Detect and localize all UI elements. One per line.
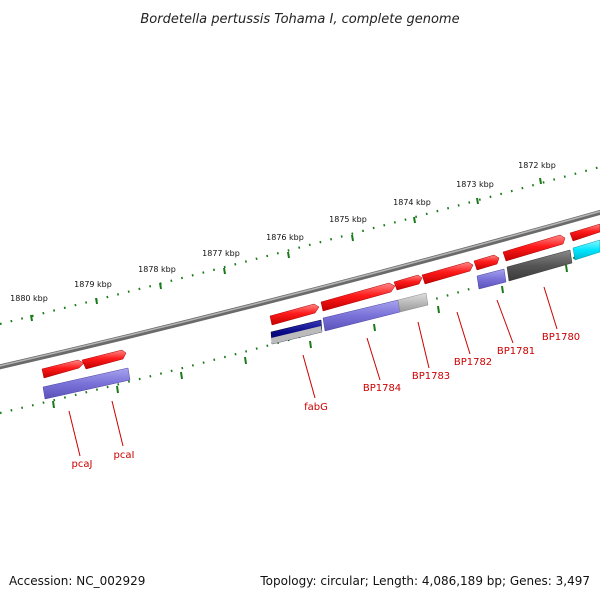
scale-label-1878: 1878 kbp [138, 265, 176, 274]
feature-BP1783-band[interactable] [397, 292, 429, 313]
outer-scale-labels: 1880 kbp 1879 kbp 1878 kbp 1877 kbp 1876… [10, 161, 556, 303]
feature-next-band[interactable] [572, 239, 600, 261]
feature-BP1780-band[interactable] [506, 249, 573, 282]
scale-label-1873: 1873 kbp [456, 180, 494, 189]
cds-BP1780-forward[interactable] [502, 234, 566, 262]
scale-label-1874: 1874 kbp [393, 198, 431, 207]
scale-label-1880: 1880 kbp [10, 294, 48, 303]
feature-pcaJ-pcaI-band[interactable] [42, 367, 131, 400]
scale-label-1879: 1879 kbp [74, 280, 112, 289]
inner-scale-major-ticks [52, 264, 568, 409]
gene-label-fabG[interactable]: fabG [304, 402, 328, 413]
cds-fabG-forward[interactable] [269, 303, 320, 326]
scale-label-1872: 1872 kbp [518, 161, 556, 170]
map-title: Bordetella pertussis Tohama I, complete … [140, 12, 459, 27]
outer-scale-major-ticks [30, 177, 542, 322]
feature-BP1781-band[interactable] [476, 268, 507, 290]
gene-label-leaders [68, 286, 558, 457]
forward-strand-features [41, 223, 600, 379]
gene-label-BP1782[interactable]: BP1782 [454, 357, 492, 368]
gene-label-pcaI[interactable]: pcaI [114, 450, 135, 461]
cds-BP1783-forward[interactable] [393, 274, 423, 291]
gene-label-BP1784[interactable]: BP1784 [363, 383, 401, 394]
scale-label-1876: 1876 kbp [266, 233, 304, 242]
scale-label-1875: 1875 kbp [329, 215, 367, 224]
scale-label-1877: 1877 kbp [202, 249, 240, 258]
cds-BP1781-forward[interactable] [473, 254, 500, 271]
gene-label-BP1783[interactable]: BP1783 [412, 371, 450, 382]
outer-scale-ring [0, 165, 600, 326]
cds-pcaJ-forward[interactable] [41, 359, 85, 379]
feature-fabG-band-light [271, 326, 322, 344]
genome-backbone-highlight [0, 210, 600, 367]
gene-label-pcaJ[interactable]: pcaJ [72, 459, 93, 470]
cds-next-forward[interactable] [569, 223, 600, 242]
cds-BP1782-forward[interactable] [421, 261, 474, 285]
accession-text: Accession: NC_002929 [9, 574, 146, 588]
cds-BP1784-forward[interactable] [320, 282, 396, 312]
gene-label-BP1781[interactable]: BP1781 [497, 346, 535, 357]
genome-summary-text: Topology: circular; Length: 4,086,189 bp… [260, 574, 590, 588]
genome-backbone [0, 209, 600, 370]
gene-label-BP1780[interactable]: BP1780 [542, 332, 580, 343]
gene-labels: pcaJ pcaI fabG BP1784 BP1783 BP1782 BP17… [72, 332, 581, 470]
cds-pcaI-forward[interactable] [81, 349, 127, 370]
secondary-features [42, 239, 600, 400]
